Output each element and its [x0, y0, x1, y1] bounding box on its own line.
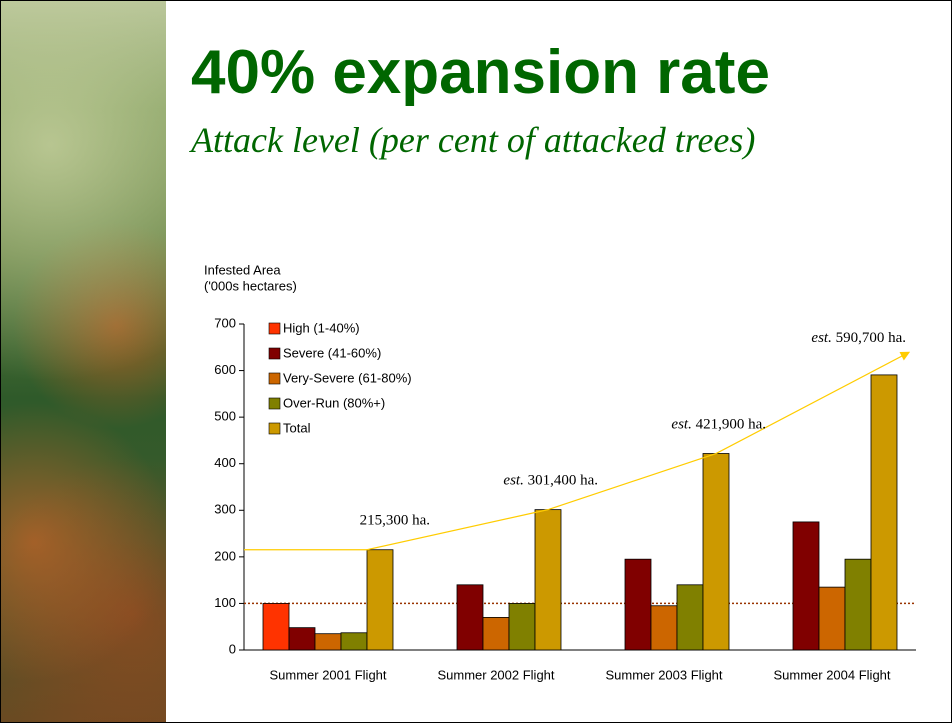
y-tick-label: 0: [229, 641, 236, 656]
bar: [677, 585, 703, 650]
legend-swatch: [269, 398, 280, 409]
annotation-text: 215,300 ha.: [360, 513, 430, 529]
annotation: est. 590,700 ha.: [811, 330, 906, 346]
annotation-text: 301,400 ha.: [528, 473, 598, 489]
bar: [871, 375, 897, 650]
legend-label: Over-Run (80%+): [283, 395, 385, 410]
bar: [793, 522, 819, 650]
annotation-prefix: est.: [671, 417, 691, 433]
annotation-text: 590,700 ha.: [836, 330, 906, 346]
bar: [845, 559, 871, 650]
legend-label: Very-Severe (61-80%): [283, 370, 412, 385]
y-tick-label: 500: [214, 409, 236, 424]
x-tick-label: Summer 2002 Flight: [437, 667, 554, 682]
legend-swatch: [269, 423, 280, 434]
chart: Infested Area('000s hectares)01002003004…: [1, 1, 951, 722]
y-tick-label: 700: [214, 315, 236, 330]
bar: [341, 633, 367, 650]
legend-swatch: [269, 348, 280, 359]
y-tick-label: 200: [214, 548, 236, 563]
y-tick-label: 600: [214, 362, 236, 377]
bar: [315, 634, 341, 650]
x-tick-label: Summer 2003 Flight: [605, 667, 722, 682]
slide: 40% expansion rate Attack level (per cen…: [0, 0, 952, 723]
annotation-text: 421,900 ha.: [696, 417, 766, 433]
bar: [625, 559, 651, 650]
legend-swatch: [269, 323, 280, 334]
y-tick-label: 300: [214, 502, 236, 517]
bar: [457, 585, 483, 650]
legend-swatch: [269, 373, 280, 384]
y-axis-label: ('000s hectares): [204, 278, 297, 293]
y-tick-label: 400: [214, 455, 236, 470]
bar: [819, 587, 845, 650]
y-tick-label: 100: [214, 595, 236, 610]
annotation-prefix: est.: [503, 473, 523, 489]
bar: [263, 603, 289, 650]
bar: [651, 606, 677, 650]
legend-label: Severe (41-60%): [283, 345, 381, 360]
legend-label: High (1-40%): [283, 320, 360, 335]
bar: [535, 510, 561, 650]
annotation: est. 421,900 ha.: [671, 417, 766, 433]
annotation: est. 301,400 ha.: [503, 473, 598, 489]
annotation: 215,300 ha.: [360, 513, 430, 529]
bar: [509, 603, 535, 650]
bar: [367, 550, 393, 650]
annotation-prefix: est.: [811, 330, 831, 346]
x-tick-label: Summer 2001 Flight: [269, 667, 386, 682]
trend-line: [367, 353, 908, 550]
x-tick-label: Summer 2004 Flight: [773, 667, 890, 682]
y-axis-label: Infested Area: [204, 262, 281, 277]
bar: [483, 617, 509, 650]
legend-label: Total: [283, 420, 311, 435]
bar: [703, 454, 729, 650]
bar: [289, 628, 315, 650]
